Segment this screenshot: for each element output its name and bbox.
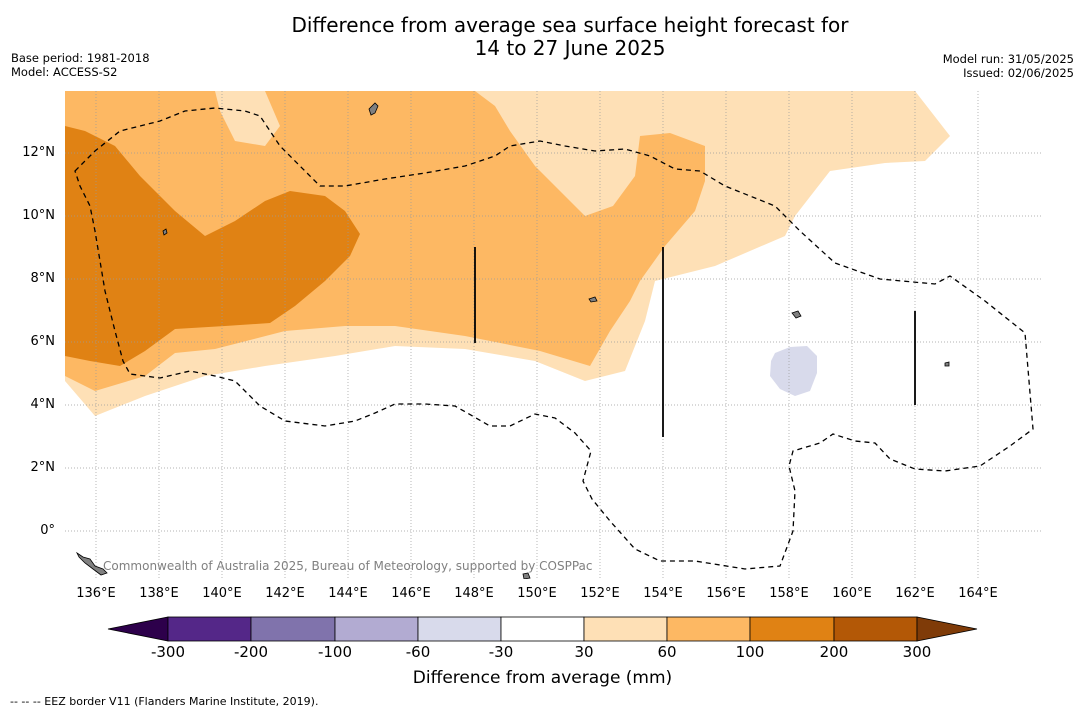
colorbar-tick-label: 100 xyxy=(735,643,765,661)
colorbar-bin-7 xyxy=(666,616,751,642)
lat-label-8n: 8°N xyxy=(30,271,56,286)
gridlines xyxy=(65,91,1042,579)
island-small-1 xyxy=(162,228,168,236)
islands xyxy=(75,102,950,579)
lon-label-160e: 160°E xyxy=(832,586,872,601)
lon-label-136e: 136°E xyxy=(76,586,116,601)
run-info: Model run: 31/05/2025 Issued: 02/06/2025 xyxy=(943,52,1074,80)
anomaly-map xyxy=(65,91,1042,579)
colorbar-tick-label: -300 xyxy=(150,643,186,661)
lon-label-140e: 140°E xyxy=(202,586,242,601)
contour-100-200 xyxy=(65,126,360,366)
colorbar-tick-label: -30 xyxy=(488,643,514,661)
pohnpei-island xyxy=(791,310,802,319)
colorbar-tick-label: 300 xyxy=(902,643,932,661)
lon-label-142e: 142°E xyxy=(265,586,305,601)
island-small-4 xyxy=(522,572,531,579)
lon-label-152e: 152°E xyxy=(580,586,620,601)
lon-label-146e: 146°E xyxy=(391,586,431,601)
colorbar-tick-label: -100 xyxy=(317,643,353,661)
model-name: Model: ACCESS-S2 xyxy=(11,65,118,79)
colorbar-tick-label: 60 xyxy=(657,643,677,661)
colorbar-under-arrow xyxy=(107,616,169,642)
colorbar-bin-6 xyxy=(583,616,668,642)
colorbar-over-arrow xyxy=(916,616,978,642)
colorbar-bin-5 xyxy=(500,616,585,642)
colorbar-bin-2 xyxy=(250,616,336,642)
eez-border xyxy=(74,107,1034,570)
map-credit: Commonwealth of Australia 2025, Bureau o… xyxy=(103,559,593,573)
base-info: Base period: 1981-2018 Model: ACCESS-S2 xyxy=(11,51,150,79)
map-title: Difference from average sea surface heig… xyxy=(0,14,1085,60)
model-run: Model run: 31/05/2025 xyxy=(942,52,1074,66)
colorbar-bin-1 xyxy=(167,616,252,642)
lat-label-2n: 2°N xyxy=(30,460,56,475)
lat-label-6n: 6°N xyxy=(30,334,56,349)
lon-label-164e: 164°E xyxy=(958,586,998,601)
lon-label-158e: 158°E xyxy=(769,586,809,601)
contour-30-60-notch xyxy=(495,91,720,101)
colorbar-tick-label: -60 xyxy=(405,643,431,661)
colorbar-tick-label: 30 xyxy=(574,643,594,661)
lon-label-154e: 154°E xyxy=(643,586,683,601)
lon-label-156e: 156°E xyxy=(706,586,746,601)
island-small-2 xyxy=(588,296,598,303)
colorbar-label: Difference from average (mm) xyxy=(412,668,673,688)
lat-label-10n: 10°N xyxy=(22,208,55,223)
base-period: Base period: 1981-2018 xyxy=(11,51,150,65)
guam-island xyxy=(368,102,379,116)
colorbar-bin-9 xyxy=(833,616,918,642)
lat-label-4n: 4°N xyxy=(30,397,56,412)
lon-label-144e: 144°E xyxy=(328,586,368,601)
colorbar-bin-8 xyxy=(749,616,835,642)
island-small-3 xyxy=(944,361,950,367)
issued-date: Issued: 02/06/2025 xyxy=(963,66,1074,80)
colorbar-bin-3 xyxy=(334,616,419,642)
title-line-2: 14 to 27 June 2025 xyxy=(474,36,666,60)
colorbar-bin-4 xyxy=(417,616,502,642)
lat-label-12n: 12°N xyxy=(22,145,55,160)
lon-label-148e: 148°E xyxy=(454,586,494,601)
boundary-segments xyxy=(474,247,916,437)
lon-label-162e: 162°E xyxy=(895,586,935,601)
lat-label-0: 0° xyxy=(40,523,55,538)
palau-island xyxy=(75,551,108,576)
lon-label-150e: 150°E xyxy=(517,586,557,601)
title-line-1: Difference from average sea surface heig… xyxy=(291,13,849,37)
eez-footnote: -- -- -- EEZ border V11 (Flanders Marine… xyxy=(10,695,319,708)
colorbar-tick-label: 200 xyxy=(819,643,849,661)
colorbar-tick-label: -200 xyxy=(233,643,269,661)
lon-label-138e: 138°E xyxy=(139,586,179,601)
contour-30-60-tongue xyxy=(535,131,625,196)
contour-neg30-60 xyxy=(770,346,817,396)
